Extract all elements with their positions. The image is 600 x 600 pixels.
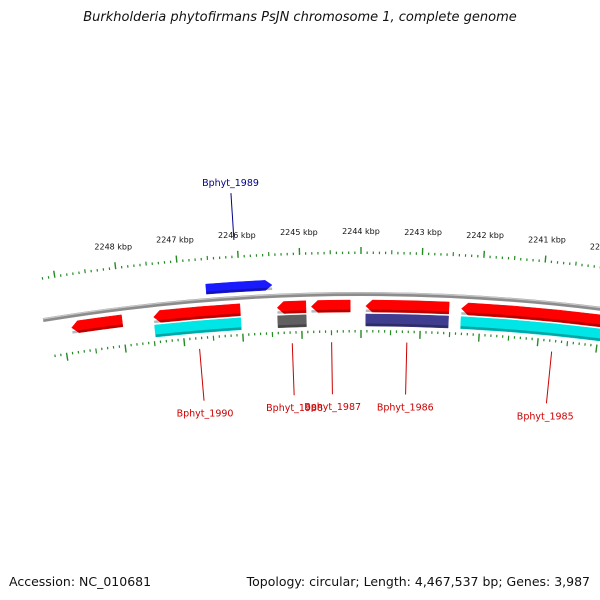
cds-feature-block (154, 317, 242, 338)
cds-feature-block (460, 316, 600, 342)
feature-shadow (461, 312, 600, 327)
outer-tick (544, 255, 547, 263)
feature-shadow (277, 310, 307, 314)
outer-tick (53, 270, 56, 278)
inner-tick (153, 341, 156, 347)
scale-label: 2245 kbp (280, 228, 318, 237)
misc-feature-block (365, 313, 449, 329)
genome-summary-text: Topology: circular; Length: 4,467,537 bp… (246, 574, 590, 589)
scale-label: 2242 kbp (466, 231, 504, 240)
feature-shadow (155, 327, 242, 338)
scale-label: 2240 kbp (590, 242, 600, 251)
leader-line (199, 348, 205, 401)
map-title: Burkholderia phytofirmans PsJN chromosom… (83, 10, 517, 25)
gene-label: Bphyt_1986 (377, 403, 434, 414)
outer-tick (175, 255, 178, 263)
inner-tick (124, 344, 127, 353)
inner-tick (95, 348, 98, 354)
scale-label: 2246 kbp (218, 231, 256, 240)
scale-label: 2248 kbp (94, 242, 132, 251)
reverse-gene-arrow (365, 299, 450, 315)
scale-labels: 2248 kbp 2247 kbp 2246 kbp 2245 kbp 2244 kbp… (94, 227, 600, 251)
scale-label: 2244 kbp (342, 227, 380, 236)
forward-gene-arrow (205, 280, 273, 295)
reverse-gene-arrow (276, 300, 307, 314)
gene-label: Bphyt_1985 (517, 411, 574, 422)
backbone-arc (42, 292, 600, 323)
genome-backbone (42, 292, 600, 323)
scale-label: 2241 kbp (528, 236, 566, 245)
leader-line (545, 351, 553, 404)
leader-line (405, 342, 408, 395)
gene-label: Bphyt_1989 (202, 178, 259, 189)
leader-line (230, 193, 235, 241)
feature-shadow (72, 324, 123, 334)
outer-tick (114, 262, 117, 270)
inner-tick (595, 344, 598, 353)
scale-label: 2247 kbp (156, 236, 194, 245)
rna-feature-block (277, 314, 307, 329)
inner-tick (65, 352, 69, 361)
feature-shadow (365, 323, 449, 328)
outer-tick (84, 269, 86, 274)
features (71, 280, 600, 342)
gene-label: Bphyt_1987 (304, 402, 361, 413)
scale-label: 2243 kbp (404, 228, 442, 237)
tick-marks (41, 247, 600, 361)
feature-shadow (460, 326, 600, 342)
inner-tick (183, 338, 186, 347)
gene-label: Bphyt_1988 (266, 403, 323, 414)
backbone-highlight (42, 292, 600, 320)
inner-tick (536, 338, 539, 347)
feature-shadow (311, 309, 351, 313)
gene-label: Bphyt_1990 (177, 409, 234, 420)
feature-shadow (206, 287, 273, 295)
reverse-gene-arrow (461, 302, 600, 328)
reverse-gene-arrow (153, 303, 241, 323)
reverse-gene-arrow (71, 314, 124, 333)
gene-labels: Bphyt_1989 Bphyt_1990 Bphyt_1988Bphyt_1987… (177, 178, 574, 422)
leader-line (291, 343, 295, 396)
feature-shadow (277, 324, 307, 328)
inner-tick (566, 341, 569, 347)
leader-line (331, 342, 333, 395)
feature-shadow (365, 309, 449, 314)
feature-shadow (154, 313, 241, 324)
accession-text: Accession: NC_010681 (9, 574, 152, 589)
reverse-gene-arrow (310, 299, 351, 313)
